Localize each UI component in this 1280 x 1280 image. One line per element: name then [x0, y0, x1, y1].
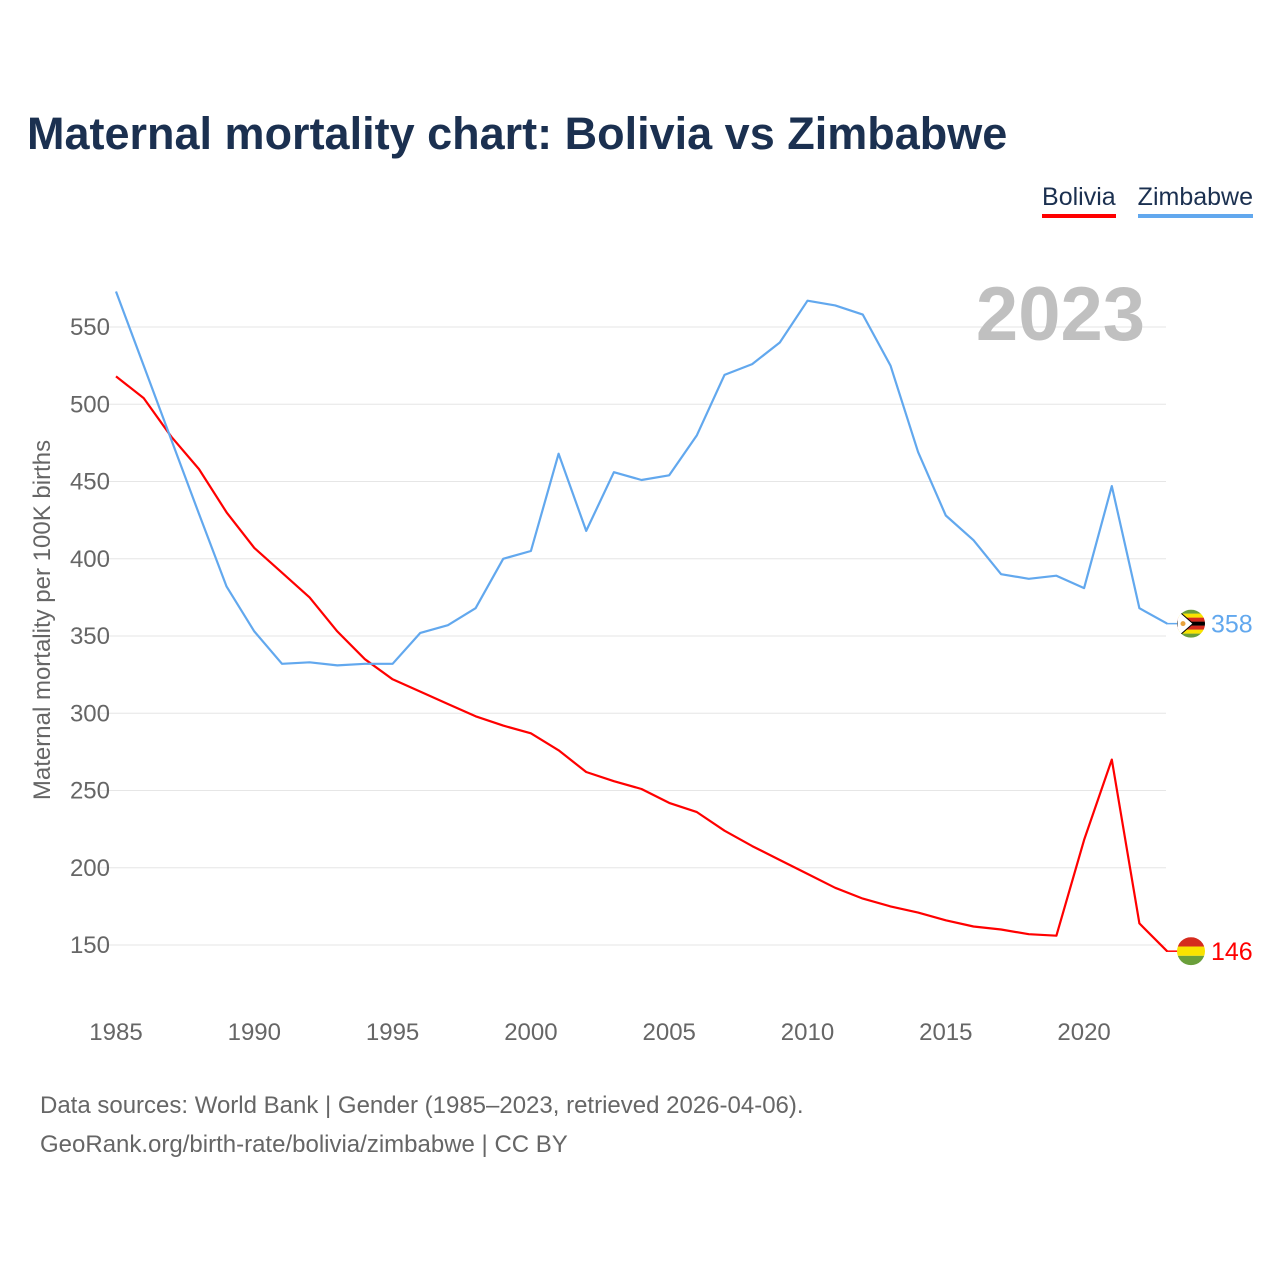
zimbabwe-flag-icon	[1177, 609, 1205, 638]
y-tick-label: 300	[70, 700, 110, 727]
footer: Data sources: World Bank | Gender (1985–…	[40, 1086, 804, 1164]
legend: Bolivia Zimbabwe	[1042, 183, 1253, 218]
y-tick-label: 350	[70, 623, 110, 650]
legend-item-bolivia[interactable]: Bolivia	[1042, 183, 1116, 218]
y-tick-label: 450	[70, 469, 110, 496]
x-tick-label: 2015	[919, 1019, 972, 1046]
y-tick-label: 500	[70, 391, 110, 418]
y-tick-label: 200	[70, 855, 110, 882]
x-tick-label: 2000	[504, 1019, 557, 1046]
year-watermark: 2023	[976, 272, 1145, 357]
x-tick-label: 2020	[1057, 1019, 1110, 1046]
x-tick-label: 1995	[366, 1019, 419, 1046]
y-tick-label: 550	[70, 314, 110, 341]
series-line-zimbabwe	[114, 291, 1168, 667]
source-link[interactable]: GeoRank.org/birth-rate/bolivia/zimbabwe …	[40, 1131, 568, 1158]
page-title: Maternal mortality chart: Bolivia vs Zim…	[27, 108, 1008, 159]
data-source: Data sources: World Bank | Gender (1985–…	[40, 1092, 804, 1119]
y-axis-label: Maternal mortality per 100K births	[29, 440, 56, 800]
end-value-label: 358	[1211, 611, 1253, 639]
x-tick-label: 2010	[781, 1019, 834, 1046]
y-tick-label: 150	[70, 932, 110, 959]
y-tick-label: 400	[70, 546, 110, 573]
bolivia-flag-icon	[1177, 937, 1205, 966]
end-value-label: 146	[1211, 938, 1253, 966]
x-tick-label: 1985	[89, 1019, 142, 1046]
series-line-bolivia	[115, 375, 1168, 952]
legend-item-zimbabwe[interactable]: Zimbabwe	[1137, 183, 1253, 218]
x-tick-label: 2005	[643, 1019, 696, 1046]
x-tick-label: 1990	[228, 1019, 281, 1046]
y-tick-label: 250	[70, 778, 110, 805]
